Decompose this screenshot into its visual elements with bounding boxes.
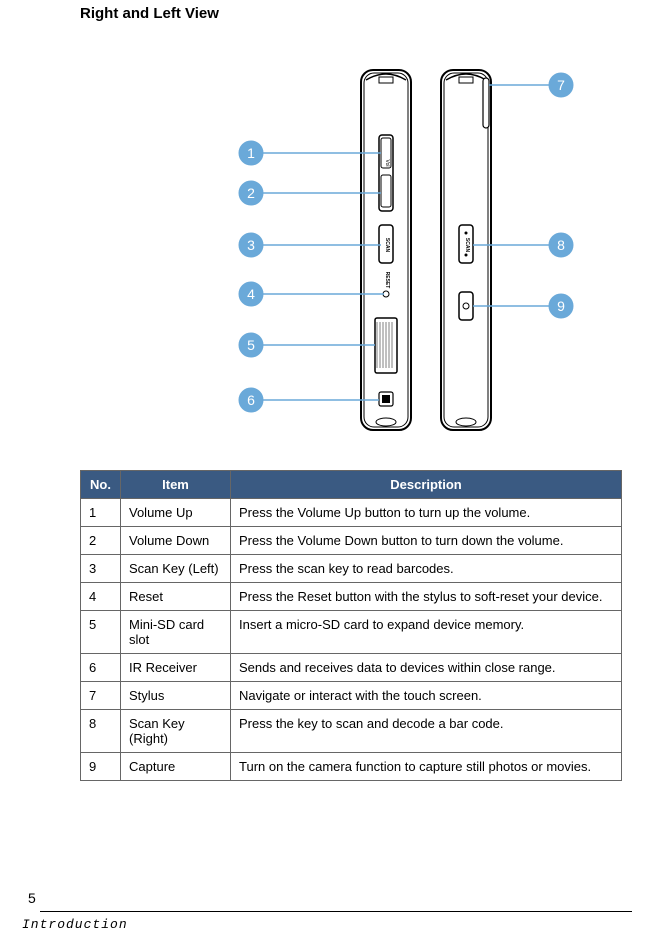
table-row: 3Scan Key (Left)Press the scan key to re…: [81, 555, 622, 583]
cell-no: 3: [81, 555, 121, 583]
callout-number: 4: [247, 286, 255, 302]
cell-description: Press the Volume Up button to turn up th…: [231, 499, 622, 527]
callout-number: 5: [247, 337, 255, 353]
callout-number: 7: [557, 77, 565, 93]
footer-divider: [40, 911, 632, 912]
table-row: 5Mini-SD card slotInsert a micro-SD card…: [81, 611, 622, 654]
table-row: 8Scan Key (Right)Press the key to scan a…: [81, 710, 622, 753]
cell-no: 6: [81, 654, 121, 682]
cell-description: Press the Volume Down button to turn dow…: [231, 527, 622, 555]
device-right: SCAN: [441, 70, 491, 430]
table-row: 1Volume UpPress the Volume Up button to …: [81, 499, 622, 527]
cell-no: 8: [81, 710, 121, 753]
callout-number: 1: [247, 145, 255, 161]
callout-number: 3: [247, 237, 255, 253]
cell-no: 7: [81, 682, 121, 710]
cell-description: Insert a micro-SD card to expand device …: [231, 611, 622, 654]
svg-text:Vol: Vol: [384, 160, 390, 167]
cell-item: Scan Key (Left): [121, 555, 231, 583]
parts-table: No. Item Description 1Volume UpPress the…: [80, 470, 622, 781]
cell-no: 1: [81, 499, 121, 527]
cell-description: Navigate or interact with the touch scre…: [231, 682, 622, 710]
col-header-description: Description: [231, 471, 622, 499]
device-left: Vol SCAN RESET: [361, 70, 411, 430]
table-row: 6IR ReceiverSends and receives data to d…: [81, 654, 622, 682]
cell-item: Volume Down: [121, 527, 231, 555]
table-header-row: No. Item Description: [81, 471, 622, 499]
cell-item: Mini-SD card slot: [121, 611, 231, 654]
device-diagram: Vol SCAN RESET: [80, 40, 622, 440]
cell-description: Press the scan key to read barcodes.: [231, 555, 622, 583]
cell-item: Capture: [121, 753, 231, 781]
cell-no: 4: [81, 583, 121, 611]
svg-text:RESET: RESET: [384, 272, 390, 289]
page-number: 5: [28, 890, 36, 906]
svg-text:SCAN: SCAN: [464, 238, 470, 253]
cell-item: Reset: [121, 583, 231, 611]
col-header-no: No.: [81, 471, 121, 499]
cell-no: 5: [81, 611, 121, 654]
cell-item: IR Receiver: [121, 654, 231, 682]
callout-number: 2: [247, 185, 255, 201]
cell-item: Stylus: [121, 682, 231, 710]
col-header-item: Item: [121, 471, 231, 499]
table-row: 7StylusNavigate or interact with the tou…: [81, 682, 622, 710]
callout-number: 9: [557, 298, 565, 314]
cell-description: Press the Reset button with the stylus t…: [231, 583, 622, 611]
section-title: Right and Left View: [80, 5, 622, 22]
cell-description: Turn on the camera function to capture s…: [231, 753, 622, 781]
cell-item: Volume Up: [121, 499, 231, 527]
footer-section-label: Introduction: [22, 917, 128, 932]
callout-number: 8: [557, 237, 565, 253]
cell-description: Press the key to scan and decode a bar c…: [231, 710, 622, 753]
diagram-svg: Vol SCAN RESET: [81, 40, 621, 440]
cell-item: Scan Key (Right): [121, 710, 231, 753]
table-row: 9CaptureTurn on the camera function to c…: [81, 753, 622, 781]
callout-number: 6: [247, 392, 255, 408]
cell-no: 2: [81, 527, 121, 555]
cell-description: Sends and receives data to devices withi…: [231, 654, 622, 682]
cell-no: 9: [81, 753, 121, 781]
table-row: 4ResetPress the Reset button with the st…: [81, 583, 622, 611]
svg-text:SCAN: SCAN: [384, 238, 390, 253]
table-row: 2Volume DownPress the Volume Down button…: [81, 527, 622, 555]
